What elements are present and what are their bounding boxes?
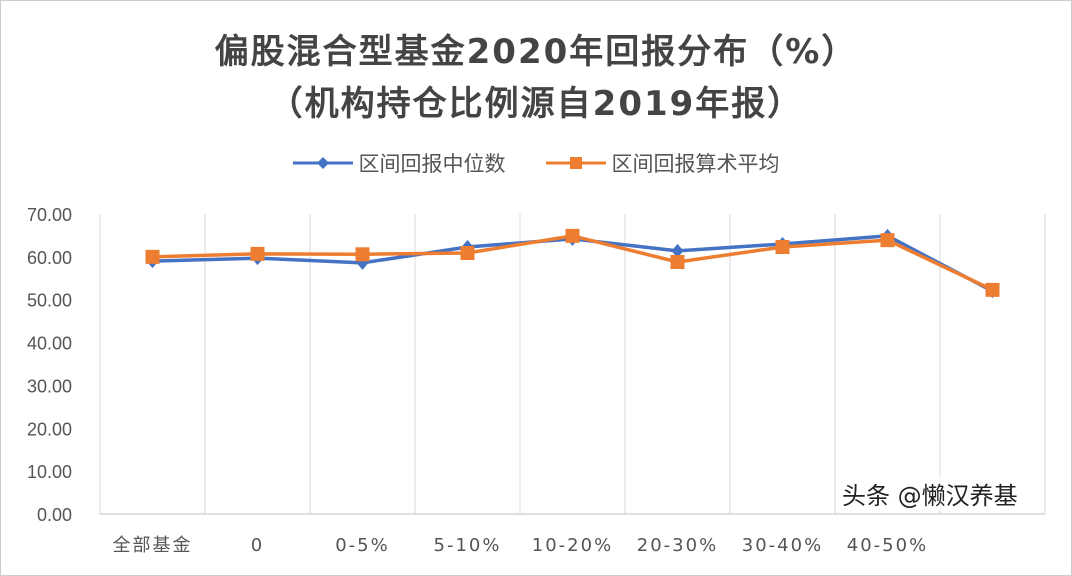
x-tick-label: 0-5% (335, 535, 390, 556)
y-tick-label: 10.00 (27, 462, 72, 482)
y-tick-label: 60.00 (27, 248, 72, 268)
data-point-mean (670, 255, 685, 269)
x-tick-label: 30-40% (742, 535, 823, 556)
y-tick-label: 20.00 (27, 419, 72, 439)
legend-item-mean: 区间回报算术平均 (545, 148, 780, 178)
x-tick-label: 40-50% (847, 535, 928, 556)
y-tick-label: 0.00 (37, 505, 72, 525)
x-tick-label: 0 (251, 535, 264, 556)
y-tick-label: 40.00 (27, 334, 72, 354)
diamond-marker-icon (292, 157, 353, 169)
x-tick-label: 10-20% (532, 535, 613, 556)
legend-label: 区间回报中位数 (358, 152, 506, 176)
square-marker-icon (545, 157, 606, 169)
x-tick-label: 5-10% (434, 535, 502, 556)
data-point-mean (145, 249, 160, 264)
data-point-median (671, 243, 684, 258)
data-point-mean (880, 233, 895, 248)
y-tick-label: 30.00 (27, 376, 72, 396)
legend-item-median: 区间回报中位数 (292, 148, 506, 178)
data-point-mean (565, 228, 580, 243)
data-point-mean (985, 282, 1000, 297)
x-tick-label: 20-30% (637, 535, 718, 556)
y-tick-label: 50.00 (27, 291, 72, 311)
data-point-mean (460, 246, 475, 260)
x-tick-label: 全部基金 (113, 535, 193, 556)
data-point-mean (250, 246, 265, 261)
chart-subtitle: （机构持仓比例源自2019年报） (268, 84, 804, 124)
chart-title: 偏股混合型基金2020年回报分布（%） (214, 32, 858, 72)
y-tick-label: 70.00 (27, 205, 72, 225)
legend-label: 区间回报算术平均 (611, 152, 780, 176)
legend: 区间回报中位数 区间回报算术平均 (0, 148, 1072, 178)
watermark: 头条 @懒汉养基 (842, 476, 1018, 511)
data-point-mean (775, 240, 790, 254)
data-point-mean (355, 247, 370, 262)
